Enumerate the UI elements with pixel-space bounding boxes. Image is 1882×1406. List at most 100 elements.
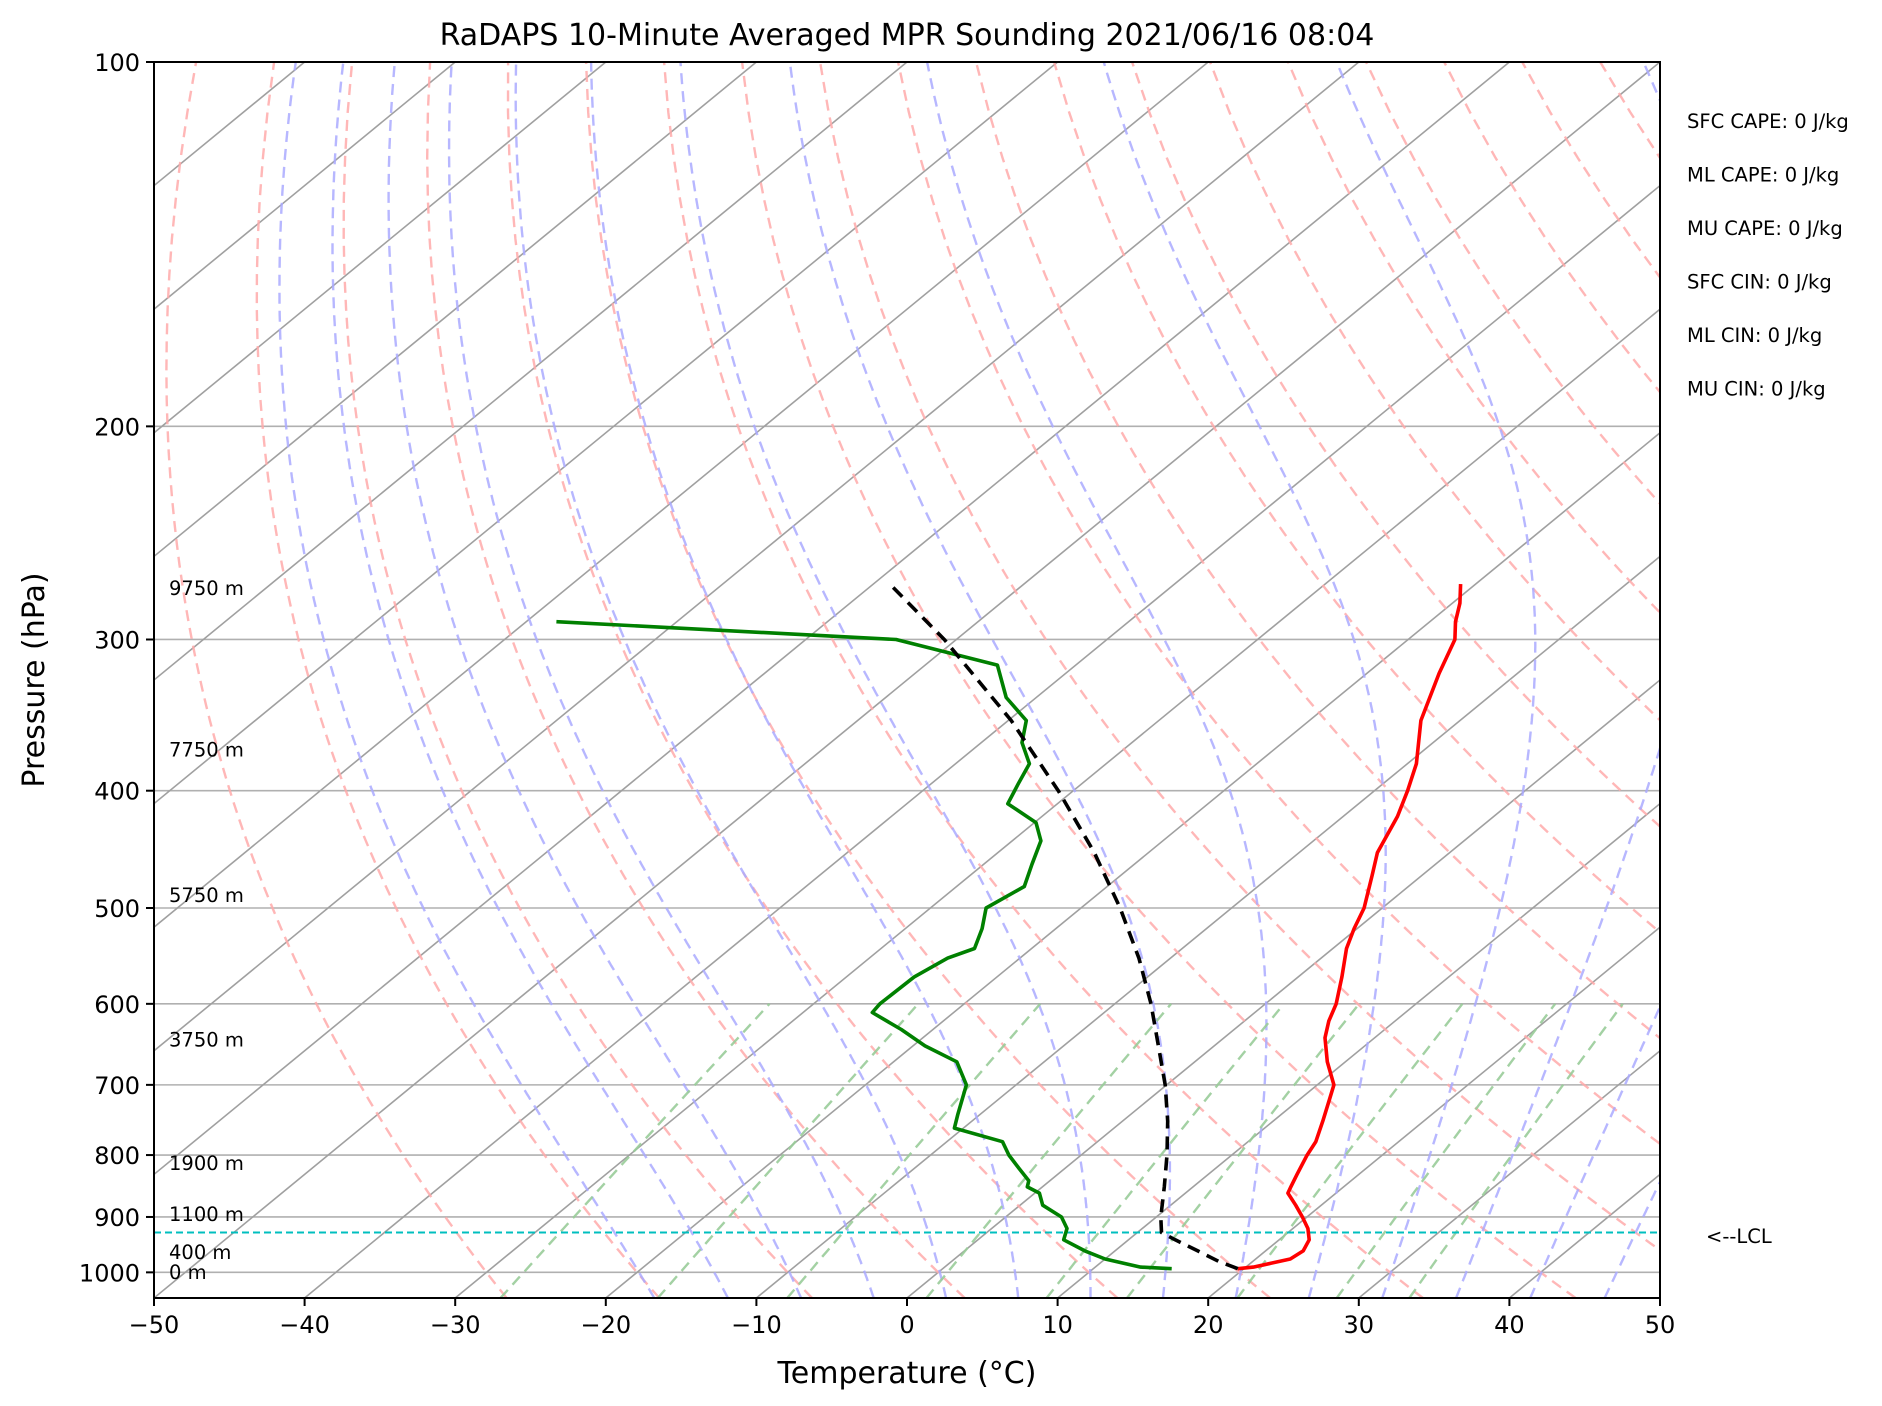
y-tick-label: 200: [94, 413, 140, 441]
index-text: MU CIN: 0 J/kg: [1687, 378, 1826, 401]
dry-adiabat: [506, 62, 1119, 1298]
index-text: ML CAPE: 0 J/kg: [1687, 164, 1839, 187]
height-label: 3750 m: [169, 1028, 244, 1051]
moist-adiabat: [1335, 62, 1537, 1298]
plot-area: 9750 m 7750 m 5750 m 3750 m 1900 m 1100 m 400 …: [154, 62, 1660, 1298]
mixing-ratio-line: [1045, 1003, 1285, 1298]
isotherm-line: [154, 62, 456, 311]
x-tick-label: −30: [430, 1311, 481, 1339]
dry-adiabat: [740, 62, 1577, 1298]
isotherm-line: [154, 62, 1209, 929]
moist-adiabat: [278, 62, 656, 1298]
isotherm-line: [154, 62, 1510, 1176]
dry-adiabat: [974, 62, 1660, 1040]
height-label: 9750 m: [169, 577, 244, 600]
sounding-profiles: [556, 582, 1463, 1271]
dry-adiabat: [165, 62, 508, 1298]
moist-adiabat: [788, 62, 1172, 1298]
y-tick-label: 1000: [79, 1259, 140, 1287]
pressure-gridlines: [154, 62, 1660, 1274]
moist-adiabat: [679, 62, 1092, 1298]
moist-adiabat: [1454, 62, 1660, 1298]
height-label: 1900 m: [169, 1152, 244, 1175]
y-tick-label: 700: [94, 1072, 140, 1100]
x-tick-label: 0: [899, 1311, 914, 1339]
x-axis-label: Temperature (°C): [777, 1356, 1037, 1391]
index-text: MU CAPE: 0 J/kg: [1687, 217, 1843, 240]
isotherms: [154, 62, 1660, 1298]
y-tick-label: 500: [94, 895, 140, 923]
height-label: 400 m: [169, 1241, 231, 1264]
dry-adiabat: [584, 62, 1271, 1298]
x-tick-label: −10: [731, 1311, 782, 1339]
dry-adiabat: [662, 62, 1424, 1298]
moist-adiabat: [1603, 1179, 1660, 1298]
y-tick-label: 300: [94, 626, 140, 654]
dry-adiabat: [1130, 62, 1660, 829]
y-axis-ticks: 100 200 300 400 500 600 700 800 900 1000: [79, 49, 154, 1287]
chart-title: RaDAPS 10-Minute Averaged MPR Sounding 2…: [440, 18, 1375, 53]
isotherm-line: [154, 62, 1059, 805]
y-axis-label: Pressure (hPa): [17, 572, 52, 787]
dry-adiabat: [1052, 62, 1660, 934]
isotherm-line: [1057, 802, 1660, 1298]
isotherm-line: [906, 678, 1660, 1298]
mixing-ratio-line: [1236, 1003, 1464, 1298]
x-tick-label: 10: [1042, 1311, 1073, 1339]
height-label: 1100 m: [169, 1203, 244, 1226]
x-axis-ticks: −50 −40 −30 −20 −10 0 10 20 30 40 50: [129, 1298, 1676, 1339]
isotherm-line: [605, 431, 1660, 1298]
index-text: ML CIN: 0 J/kg: [1687, 324, 1822, 347]
mixing-ratio-line: [786, 1003, 1042, 1298]
y-tick-label: 600: [94, 991, 140, 1019]
height-label: 7750 m: [169, 739, 244, 762]
isotherm-line: [154, 62, 607, 434]
moist-adiabat: [1102, 62, 1387, 1298]
mixing-ratio-lines: [499, 1002, 1624, 1298]
dewpoint-profile: [556, 619, 1172, 1271]
isotherm-line: [154, 62, 1360, 1052]
moist-adiabat: [447, 62, 875, 1298]
x-tick-label: −50: [129, 1311, 180, 1339]
lcl-label: <--LCL: [1706, 1225, 1772, 1248]
dry-adiabat: [255, 62, 661, 1298]
isotherm-line: [454, 308, 1660, 1298]
moist-adiabat: [514, 62, 948, 1298]
temperature-profile: [1237, 584, 1463, 1271]
mixing-ratio-line: [499, 1002, 771, 1298]
y-tick-label: 400: [94, 778, 140, 806]
stability-indices: SFC CAPE: 0 J/kg ML CAPE: 0 J/kg MU CAPE: …: [1687, 110, 1849, 401]
index-text: SFC CIN: 0 J/kg: [1687, 271, 1832, 294]
x-tick-label: −20: [580, 1311, 631, 1339]
height-label: 5750 m: [169, 884, 244, 907]
x-tick-label: 50: [1645, 1311, 1676, 1339]
isotherm-line: [755, 555, 1660, 1298]
x-tick-label: 20: [1193, 1311, 1224, 1339]
dry-adiabat: [425, 62, 966, 1298]
x-tick-label: 40: [1494, 1311, 1525, 1339]
isotherm-line: [154, 62, 908, 682]
y-tick-label: 100: [94, 49, 140, 77]
moist-adiabat: [387, 62, 803, 1298]
dry-adiabat: [818, 62, 1660, 1252]
moist-adiabat: [589, 62, 1020, 1298]
y-tick-label: 900: [94, 1204, 140, 1232]
parcel-profile: [888, 582, 1239, 1271]
mixing-ratio-line: [925, 1003, 1173, 1298]
dry-adiabat: [896, 62, 1660, 1146]
index-text: SFC CAPE: 0 J/kg: [1687, 110, 1849, 133]
mixing-ratio-line: [1335, 1003, 1557, 1298]
x-tick-label: −40: [279, 1311, 330, 1339]
height-labels: 9750 m 7750 m 5750 m 3750 m 1900 m 1100 m 400 …: [169, 577, 244, 1284]
mixing-ratio-line: [1126, 1003, 1361, 1298]
moist-adiabat: [331, 62, 729, 1298]
isotherm-line: [1207, 926, 1660, 1298]
mixing-ratio-line: [656, 1003, 920, 1298]
isotherm-line: [154, 62, 757, 558]
moist-adiabat: [1529, 1003, 1660, 1298]
x-tick-label: 30: [1344, 1311, 1375, 1339]
moist-adiabats: [278, 62, 1660, 1298]
y-tick-label: 800: [94, 1142, 140, 1170]
isotherm-line: [154, 62, 1660, 1298]
